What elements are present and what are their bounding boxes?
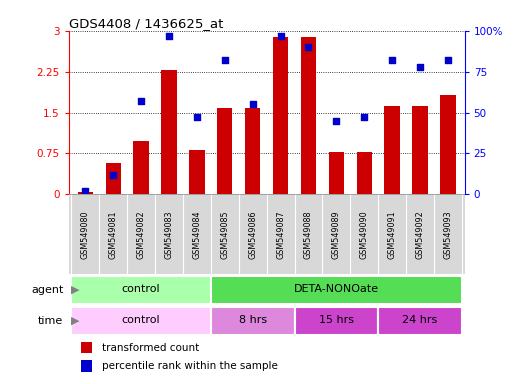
Point [165,33,173,39]
Text: GDS4408 / 1436625_at: GDS4408 / 1436625_at [69,17,223,30]
Point [360,114,369,121]
Point [109,172,118,178]
Bar [80,360,92,371]
Text: control: control [122,315,161,325]
Point [416,64,424,70]
Point [332,118,341,124]
Point [388,57,397,63]
Point [304,44,313,50]
Text: GSM549085: GSM549085 [220,210,229,259]
Text: GSM549093: GSM549093 [444,210,452,259]
Point [249,101,257,108]
Text: ▶: ▶ [71,316,80,326]
Bar [245,108,260,194]
Bar [189,150,204,194]
Bar [440,95,456,194]
Text: GSM549081: GSM549081 [109,210,118,259]
Text: GSM549087: GSM549087 [276,210,285,259]
Bar [162,70,177,194]
Bar [273,37,288,194]
Bar [80,342,92,353]
Text: GSM549080: GSM549080 [81,210,90,259]
Bar [71,276,211,304]
Point [81,188,90,194]
Bar [211,276,462,304]
Text: ▶: ▶ [71,285,80,295]
Bar [295,307,378,335]
Bar [356,152,372,194]
Bar [384,106,400,194]
Bar [217,108,232,194]
Text: GSM549088: GSM549088 [304,210,313,259]
Text: GSM549082: GSM549082 [137,210,146,259]
Text: GSM549090: GSM549090 [360,210,369,259]
Text: control: control [122,284,161,294]
Text: GSM549083: GSM549083 [165,210,174,259]
Bar [106,163,121,194]
Text: GSM549092: GSM549092 [416,210,425,259]
Bar [71,307,211,335]
Text: 8 hrs: 8 hrs [239,315,267,325]
Text: transformed count: transformed count [102,343,200,353]
Bar [78,192,93,194]
Bar [378,307,462,335]
Text: agent: agent [31,285,63,295]
Bar [329,152,344,194]
Point [137,98,145,104]
Text: GSM549089: GSM549089 [332,210,341,259]
Bar [412,106,428,194]
Bar [301,37,316,194]
Text: percentile rank within the sample: percentile rank within the sample [102,361,278,371]
Text: DETA-NONOate: DETA-NONOate [294,284,379,294]
Point [444,57,452,63]
Point [193,114,201,121]
Text: GSM549086: GSM549086 [248,210,257,259]
Text: 24 hrs: 24 hrs [402,315,438,325]
Bar [211,307,295,335]
Text: time: time [38,316,63,326]
Point [276,33,285,39]
Bar [134,141,149,194]
Text: 15 hrs: 15 hrs [319,315,354,325]
Text: GSM549091: GSM549091 [388,210,397,259]
Text: GSM549084: GSM549084 [192,210,201,259]
Point [221,57,229,63]
